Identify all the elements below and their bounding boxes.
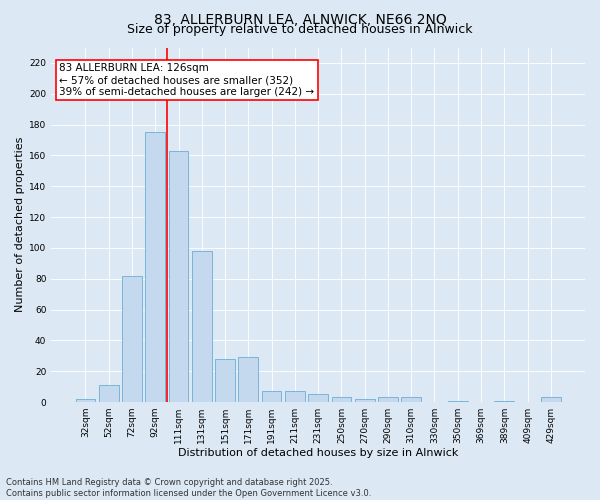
Bar xyxy=(332,398,352,402)
Bar xyxy=(122,276,142,402)
Text: Size of property relative to detached houses in Alnwick: Size of property relative to detached ho… xyxy=(127,22,473,36)
Bar xyxy=(215,359,235,402)
Bar xyxy=(401,398,421,402)
Text: 83, ALLERBURN LEA, ALNWICK, NE66 2NQ: 83, ALLERBURN LEA, ALNWICK, NE66 2NQ xyxy=(154,12,446,26)
Bar xyxy=(448,400,467,402)
Bar xyxy=(262,392,281,402)
Text: Contains HM Land Registry data © Crown copyright and database right 2025.
Contai: Contains HM Land Registry data © Crown c… xyxy=(6,478,371,498)
Text: 83 ALLERBURN LEA: 126sqm
← 57% of detached houses are smaller (352)
39% of semi-: 83 ALLERBURN LEA: 126sqm ← 57% of detach… xyxy=(59,64,314,96)
Bar xyxy=(169,151,188,402)
Y-axis label: Number of detached properties: Number of detached properties xyxy=(15,137,25,312)
Bar xyxy=(541,398,561,402)
X-axis label: Distribution of detached houses by size in Alnwick: Distribution of detached houses by size … xyxy=(178,448,458,458)
Bar xyxy=(192,251,212,402)
Bar xyxy=(308,394,328,402)
Bar xyxy=(145,132,165,402)
Bar xyxy=(494,400,514,402)
Bar xyxy=(99,385,119,402)
Bar xyxy=(238,358,258,402)
Bar xyxy=(378,398,398,402)
Bar xyxy=(355,399,374,402)
Bar xyxy=(285,392,305,402)
Bar xyxy=(76,399,95,402)
